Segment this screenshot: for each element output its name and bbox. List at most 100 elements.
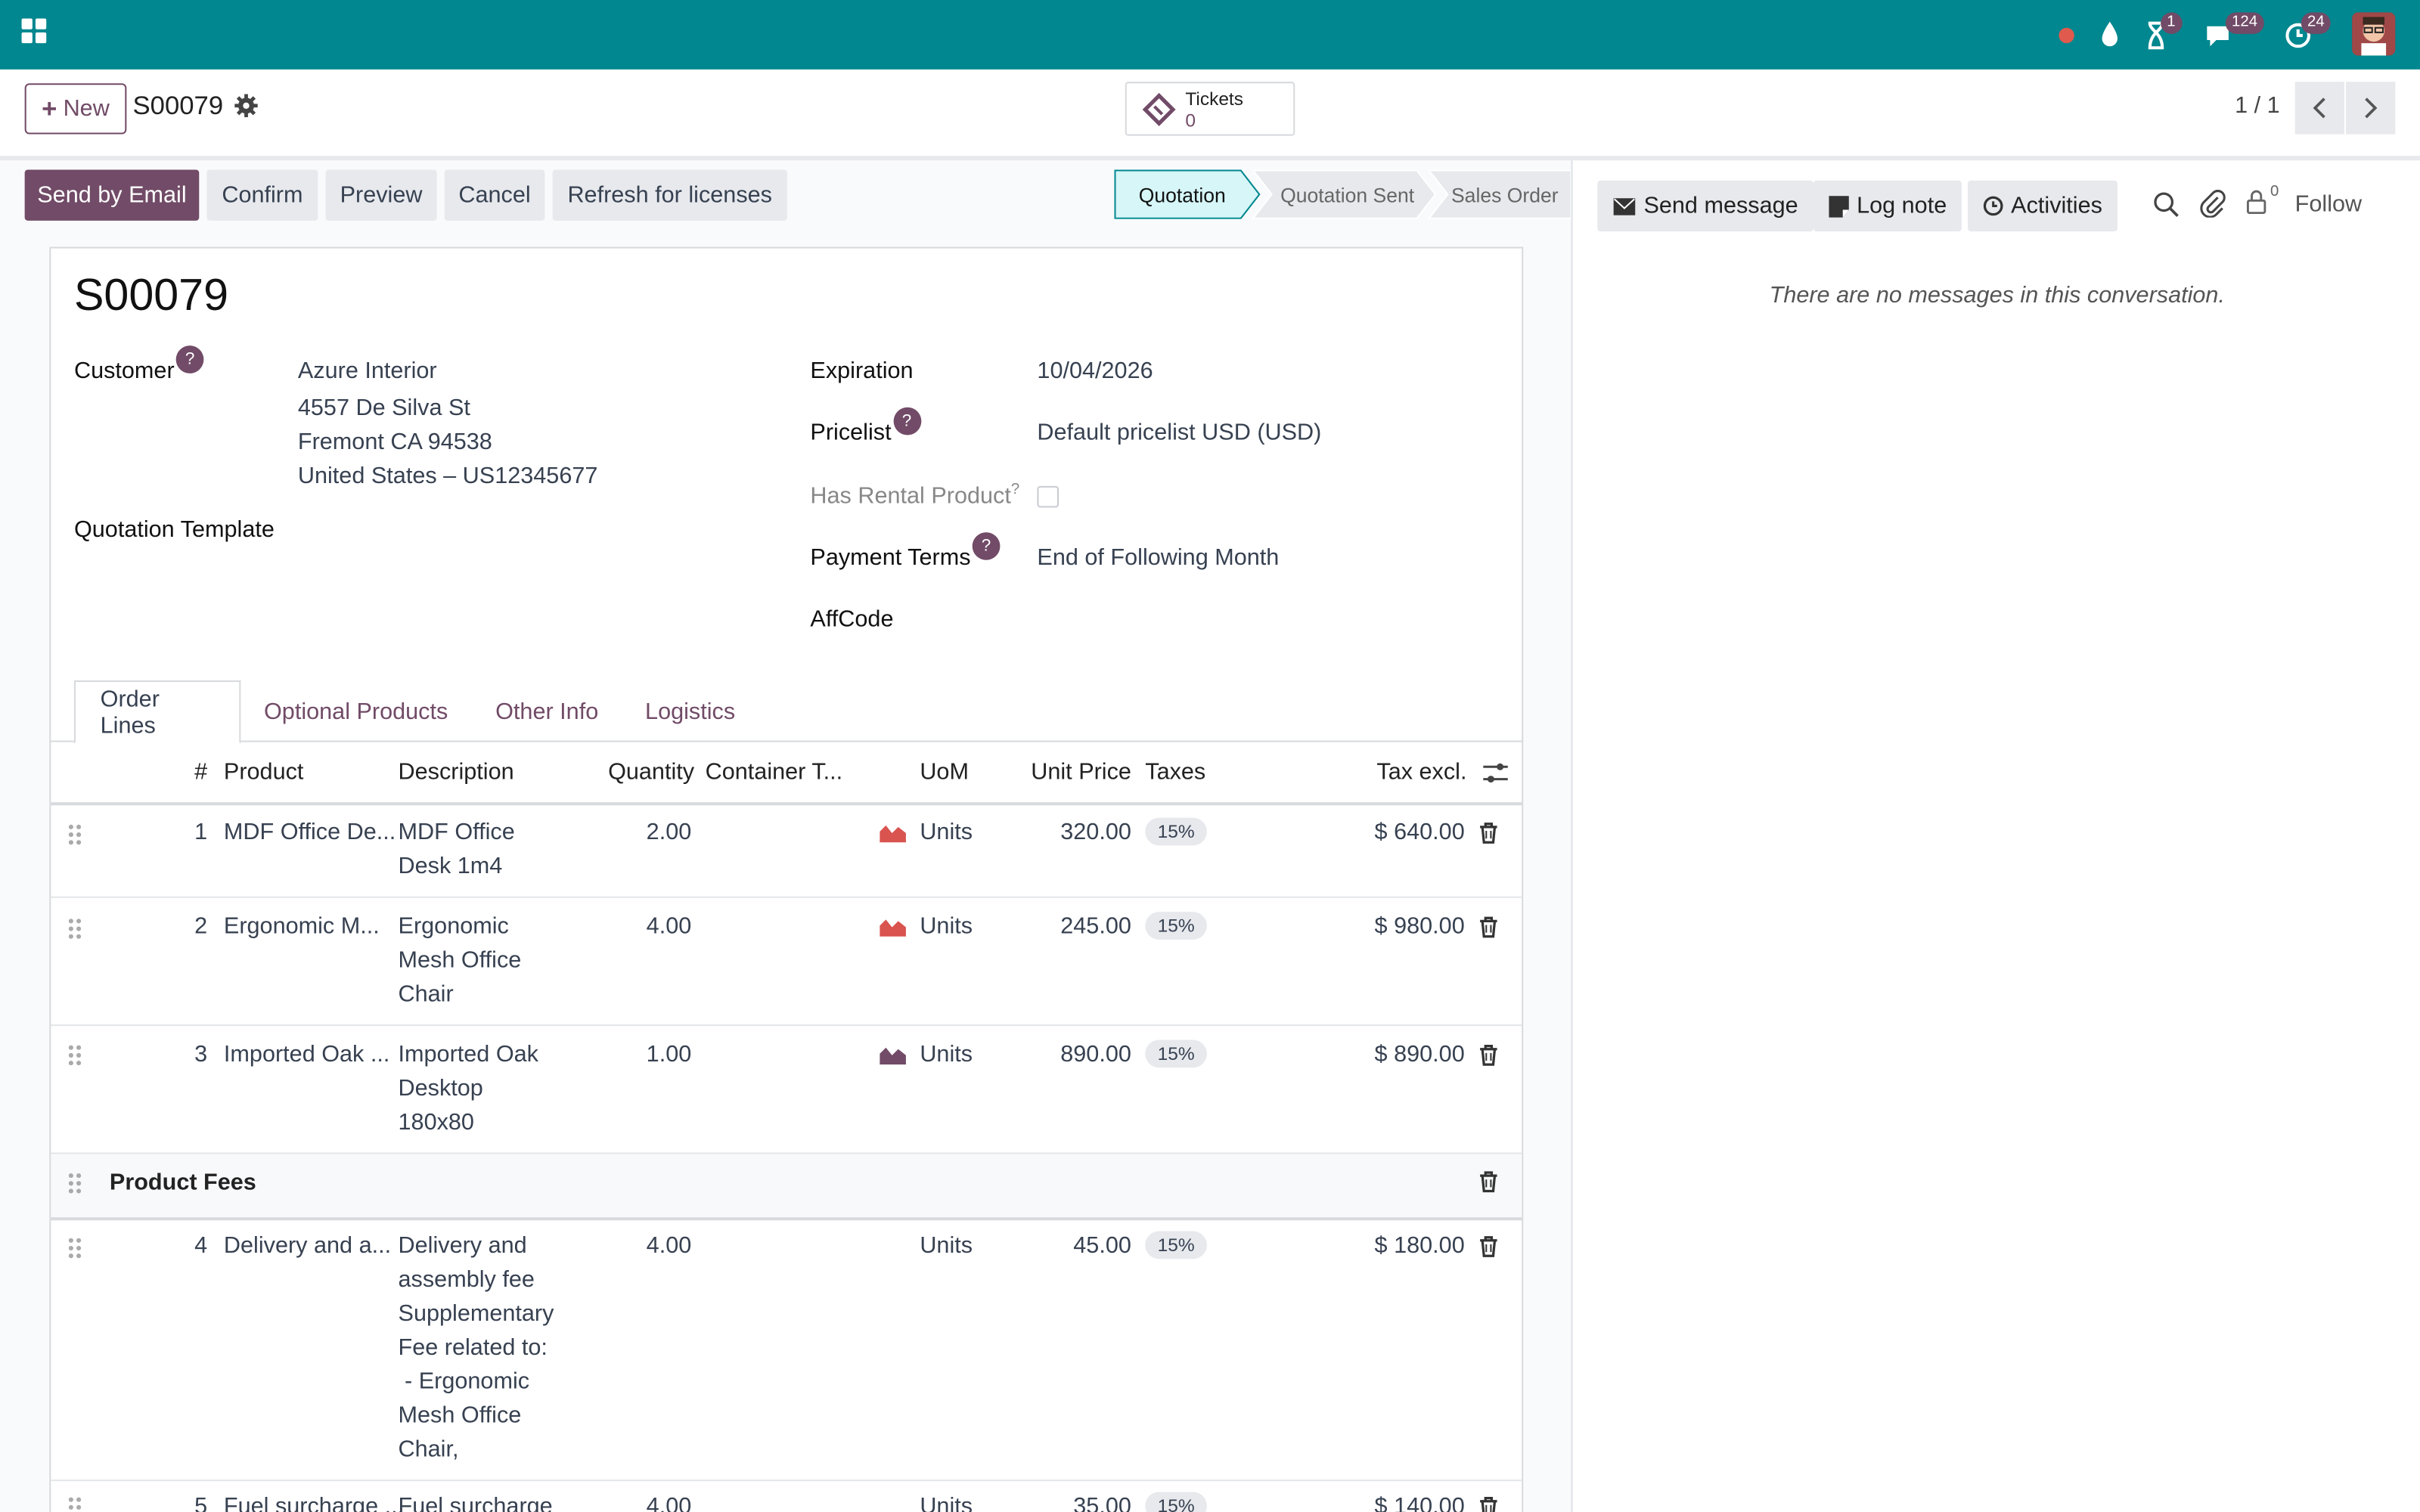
send-message-button[interactable]: Send message [1597,180,1814,232]
stage-sales-order[interactable]: Sales Order [1450,182,1559,206]
payment-terms-help-icon[interactable]: ? [972,532,1001,560]
row-unit-price[interactable]: 45.00 [1073,1232,1131,1259]
tickets-smart-button[interactable]: Tickets 0 [1125,82,1295,136]
pricelist-help-icon[interactable]: ? [892,407,921,435]
row-uom[interactable]: Units [920,819,973,846]
tax-badge[interactable]: 15% [1145,1040,1207,1068]
row-description-line[interactable]: Desktop [398,1075,483,1102]
customer-help-icon[interactable]: ? [175,345,204,373]
pricelist-value[interactable]: Default pricelist USD (USD) [1037,420,1322,446]
record-indicator-icon[interactable] [2052,15,2090,52]
tab-logistics[interactable]: Logistics [645,698,736,725]
pager-value[interactable]: 1 / 1 [2235,92,2280,119]
droplet-icon[interactable] [2096,15,2133,52]
tax-badge[interactable]: 15% [1145,1231,1207,1259]
messages-icon[interactable]: 124 [2204,12,2264,52]
col-header-uom[interactable]: UoM [920,759,969,785]
row-quantity[interactable]: 4.00 [646,1232,692,1259]
pager-next-button[interactable] [2346,82,2396,135]
optional-columns-sliders-icon[interactable] [1483,762,1508,792]
trash-icon[interactable] [1478,1236,1499,1258]
followers-lock-icon[interactable] [2245,188,2267,224]
follow-button[interactable]: Follow [2294,191,2363,218]
row-quantity[interactable]: 4.00 [646,913,692,940]
paperclip-icon[interactable] [2199,190,2226,225]
row-uom[interactable]: Units [920,1041,973,1068]
row-product[interactable]: Fuel surcharge ... [223,1493,405,1512]
col-header-taxes[interactable]: Taxes [1145,759,1206,785]
tab-other-info[interactable]: Other Info [495,698,599,725]
stage-quotation-sent[interactable]: Quotation Sent [1280,182,1415,206]
row-unit-price[interactable]: 320.00 [1060,819,1131,846]
row-description-line[interactable]: Desk 1m4 [398,853,503,880]
drag-handle-icon[interactable] [68,918,82,940]
clock-icon[interactable]: 24 [2282,12,2331,52]
row-description-line[interactable]: Mesh Office [398,1402,522,1429]
row-description-line[interactable]: - Ergonomic [398,1368,530,1395]
tax-badge[interactable]: 15% [1145,912,1207,940]
customer-name[interactable]: Azure Interior [297,358,437,385]
trash-icon[interactable] [1478,1496,1499,1512]
row-product[interactable]: Ergonomic M... [223,913,380,940]
drag-handle-icon[interactable] [68,1173,82,1194]
row-description-line[interactable]: Mesh Office [398,947,522,974]
payment-terms-value[interactable]: End of Following Month [1037,544,1280,572]
pager-previous-button[interactable] [2294,82,2344,135]
row-product[interactable]: Imported Oak ... [223,1041,390,1068]
tax-badge[interactable]: 15% [1145,1492,1207,1512]
stage-quotation[interactable]: Quotation [1138,182,1226,206]
refresh-licenses-button[interactable]: Refresh for licenses [552,169,787,221]
trash-icon[interactable] [1478,1171,1499,1193]
expiration-value[interactable]: 10/04/2026 [1037,358,1153,385]
activities-button[interactable]: Activities [1968,180,2118,232]
tax-badge[interactable]: 15% [1145,817,1207,846]
row-description-line[interactable]: Supplementary [398,1300,554,1328]
drag-handle-icon[interactable] [68,1497,82,1512]
col-header-tax-excl[interactable]: Tax excl. [1376,759,1467,785]
row-description-line[interactable]: Delivery and [398,1232,527,1259]
forecast-chart-icon[interactable] [880,1045,906,1065]
drag-handle-icon[interactable] [68,1045,82,1067]
row-quantity[interactable]: 2.00 [646,819,692,846]
row-description-line[interactable]: Ergonomic [398,913,509,940]
section-row[interactable] [51,1154,1522,1218]
row-quantity[interactable]: 1.00 [646,1041,692,1068]
activity-hourglass-icon[interactable]: 1 [2142,12,2182,52]
col-header-quantity[interactable]: Quantity [608,759,695,785]
row-product[interactable]: MDF Office De... [223,819,396,846]
row-quantity[interactable]: 4.00 [646,1493,692,1512]
trash-icon[interactable] [1478,823,1499,844]
row-description-line[interactable]: Fuel surcharge [398,1493,553,1512]
new-button[interactable]: + New [24,83,127,135]
row-unit-price[interactable]: 890.00 [1060,1041,1131,1068]
gear-icon[interactable] [234,94,258,118]
rental-help-mark[interactable]: ? [1010,481,1020,499]
trash-icon[interactable] [1478,916,1499,938]
row-description-line[interactable]: Fee related to: [398,1334,548,1361]
apps-menu-icon[interactable] [21,18,50,46]
log-note-button[interactable]: Log note [1813,180,1962,232]
col-header-product[interactable]: Product [223,759,304,785]
forecast-chart-icon[interactable] [880,823,906,843]
send-by-email-button[interactable]: Send by Email [24,169,200,221]
preview-button[interactable]: Preview [325,169,437,221]
row-uom[interactable]: Units [920,1232,973,1259]
row-description-line[interactable]: 180x80 [398,1109,474,1136]
trash-icon[interactable] [1478,1045,1499,1067]
row-uom[interactable]: Units [920,1493,973,1512]
has-rental-checkbox[interactable] [1037,485,1059,508]
row-description-line[interactable]: MDF Office [398,819,515,846]
forecast-chart-icon[interactable] [880,916,906,937]
col-header-unit-price[interactable]: Unit Price [1031,759,1131,785]
row-description-line[interactable]: Chair [398,981,454,1008]
user-avatar[interactable] [2352,12,2396,56]
row-unit-price[interactable]: 35.00 [1073,1493,1131,1512]
row-description-line[interactable]: Imported Oak [398,1041,538,1068]
confirm-button[interactable]: Confirm [206,169,318,221]
row-description-line[interactable]: Chair, [398,1436,459,1463]
row-unit-price[interactable]: 245.00 [1060,913,1131,940]
cancel-button[interactable]: Cancel [444,169,545,221]
col-header-description[interactable]: Description [398,759,514,785]
row-product[interactable]: Delivery and a... [223,1232,392,1259]
col-header-container[interactable]: Container T... [705,759,843,785]
